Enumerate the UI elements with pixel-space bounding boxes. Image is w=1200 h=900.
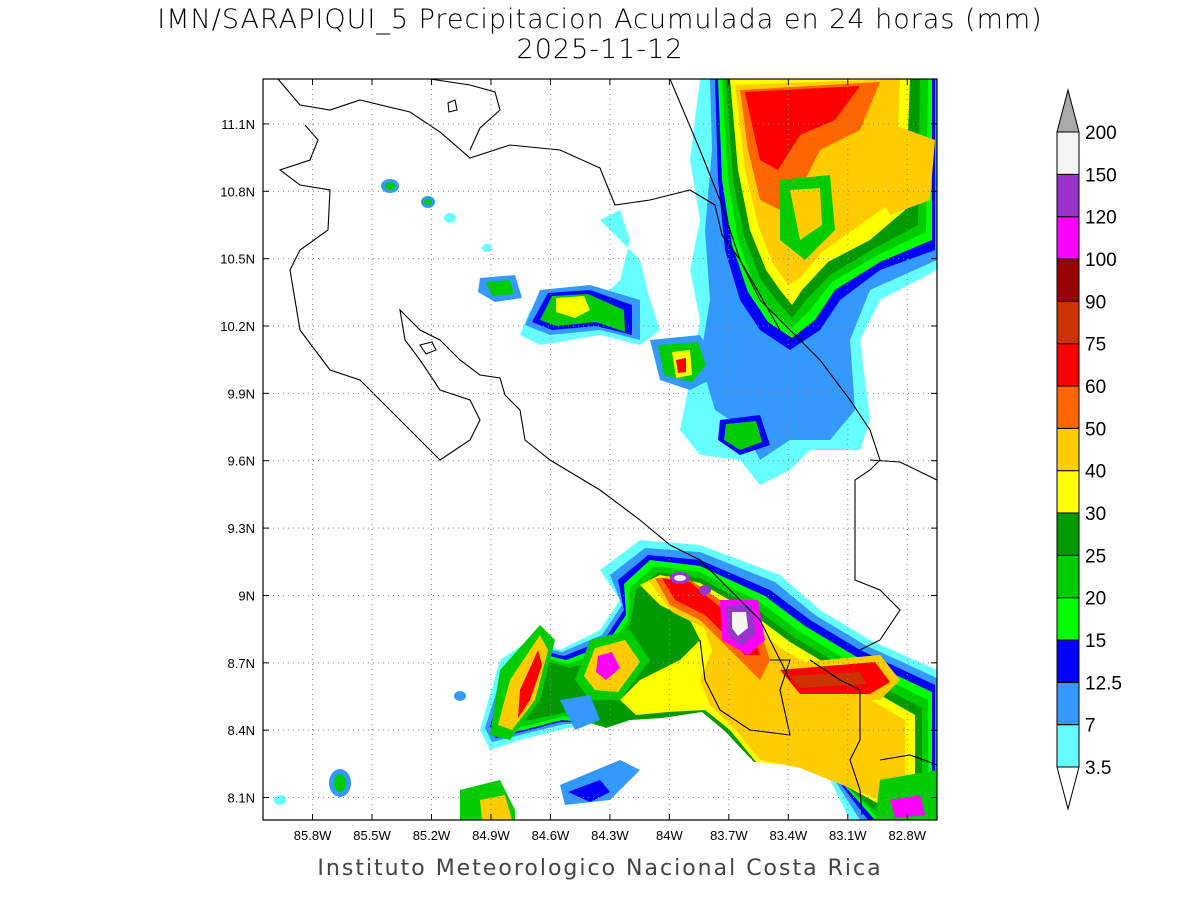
lon-tick-label: 84.9W xyxy=(472,828,510,843)
colorbar-min-triangle xyxy=(1056,766,1080,811)
colorbar-box xyxy=(1056,470,1080,514)
rain-cells-scattered xyxy=(274,179,492,805)
colorbar-box xyxy=(1056,681,1080,726)
colorbar-level-label: 50 xyxy=(1085,419,1106,440)
lat-tick-label: 10.2N xyxy=(220,319,255,334)
lon-tick-label: 85.5W xyxy=(353,828,391,843)
colorbar-max-triangle xyxy=(1056,88,1080,133)
colorbar-level-label: 12.5 xyxy=(1085,673,1122,694)
colorbar-box xyxy=(1056,385,1080,429)
lat-tick-label: 11.1N xyxy=(221,117,255,132)
colorbar-legend: 3.5 7 12.5 15 20 25 30 40 50 60 75 90 100 120 150 200 xyxy=(1056,88,1122,811)
lat-tick-label: 8.4N xyxy=(228,723,255,738)
lon-tick-label: 85.8W xyxy=(294,828,332,843)
lat-tick-label: 8.1N xyxy=(228,791,255,806)
lat-tick-label: 8.7N xyxy=(228,656,255,671)
rain-area-south xyxy=(460,540,937,820)
colorbar-box xyxy=(1056,724,1080,768)
axes: 85.8W 85.5W 85.2W 84.9W 84.6W 84.3W 84W 83.7W 83… xyxy=(220,79,937,843)
colorbar-box xyxy=(1056,173,1080,218)
colorbar-level-label: 30 xyxy=(1085,504,1106,525)
lake-nicaragua-shore xyxy=(429,79,501,151)
lat-tick-label: 10.5N xyxy=(220,252,255,267)
nicaragua-border xyxy=(277,79,781,331)
lon-tick-label: 85.2W xyxy=(413,828,451,843)
lat-tick-label: 9.9N xyxy=(228,386,255,401)
colorbar-box xyxy=(1056,131,1080,175)
colorbar-level-label: 20 xyxy=(1085,589,1106,610)
lat-tick-label: 10.8N xyxy=(220,184,255,199)
colorbar-level-label: 3.5 xyxy=(1085,758,1111,779)
gridlines xyxy=(263,79,937,820)
colorbar-box xyxy=(1056,216,1080,260)
pacific-coast-north xyxy=(278,124,791,681)
colorbar-level-label: 120 xyxy=(1085,208,1117,229)
colorbar-box xyxy=(1056,258,1080,302)
lon-tick-label: 83.1W xyxy=(829,828,867,843)
lake-arenal xyxy=(419,341,437,355)
lat-tick-label: 9N xyxy=(238,588,255,603)
panama-border xyxy=(809,659,863,816)
colorbar-level-label: 15 xyxy=(1085,631,1106,652)
precipitation-field xyxy=(274,79,937,820)
caribbean-coast xyxy=(669,79,901,651)
footer-credit: Instituto Meteorologico Nacional Costa R… xyxy=(317,856,883,881)
colorbar-box xyxy=(1056,639,1080,683)
lat-tick-label: 9.3N xyxy=(228,521,255,536)
lon-tick-label: 84.3W xyxy=(591,828,629,843)
island-north xyxy=(447,99,458,113)
map-date: 2025-11-12 xyxy=(516,34,684,65)
colorbar-level-label: 7 xyxy=(1085,716,1096,737)
plot-frame xyxy=(262,78,938,821)
colorbar-box xyxy=(1056,597,1080,641)
panama-coast xyxy=(869,459,937,481)
colorbar-level-label: 150 xyxy=(1085,165,1117,186)
osa-peninsula xyxy=(699,639,791,736)
colorbar-level-label: 60 xyxy=(1085,377,1106,398)
colorbar-box xyxy=(1056,427,1080,472)
rain-area-northeast xyxy=(680,79,937,485)
colorbar-box xyxy=(1056,554,1080,599)
colorbar-level-label: 40 xyxy=(1085,462,1106,483)
lon-tick-label: 82.8W xyxy=(888,828,926,843)
colorbar-level-label: 200 xyxy=(1085,123,1117,144)
rain-area-central xyxy=(478,210,715,390)
map-title: IMN/SARAPIQUI_5 Precipitacion Acumulada … xyxy=(157,4,1043,35)
lon-tick-label: 84W xyxy=(656,828,683,843)
lon-tick-label: 83.7W xyxy=(710,828,748,843)
panama-south-coast xyxy=(879,754,937,766)
lat-tick-label: 9.6N xyxy=(228,454,255,469)
lon-tick-label: 84.6W xyxy=(532,828,570,843)
colorbar-box xyxy=(1056,300,1080,345)
colorbar-box xyxy=(1056,512,1080,556)
colorbar-box xyxy=(1056,343,1080,387)
lon-tick-label: 83.4W xyxy=(770,828,808,843)
coastline-and-borders xyxy=(277,79,937,816)
colorbar-level-label: 25 xyxy=(1085,546,1106,567)
colorbar-level-label: 100 xyxy=(1085,250,1117,271)
colorbar-level-label: 75 xyxy=(1085,335,1106,356)
colorbar-level-label: 90 xyxy=(1085,292,1106,313)
